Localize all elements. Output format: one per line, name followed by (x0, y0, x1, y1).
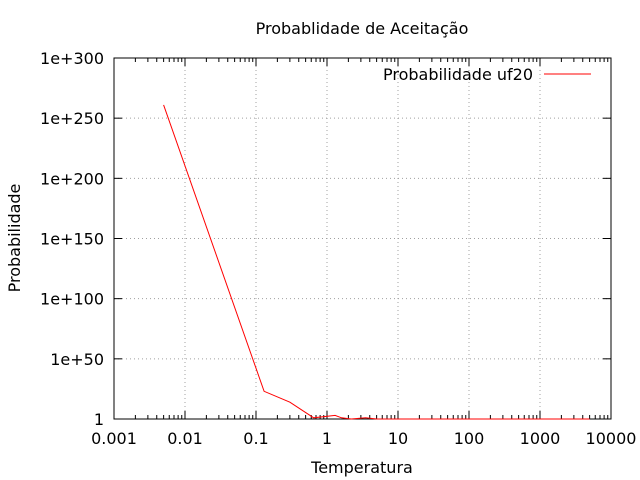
x-tick-label: 1000 (520, 429, 561, 448)
y-tick-label: 1e+250 (40, 109, 104, 128)
x-tick-label: 10000 (586, 429, 637, 448)
x-axis-label: Temperatura (310, 458, 413, 477)
axis-ticks (113, 57, 612, 420)
chart-title: Probablidade de Aceitação (256, 19, 469, 38)
series-line (163, 104, 590, 420)
legend-entry-label: Probabilidade uf20 (383, 65, 533, 84)
x-tick-label: 0.01 (167, 429, 203, 448)
x-tick-label: 1 (322, 429, 332, 448)
series-layer (163, 104, 590, 420)
x-tick-label: 0.1 (243, 429, 268, 448)
y-tick-label: 1e+50 (50, 350, 104, 369)
y-tick-labels: 1 1e+50 1e+100 1e+150 1e+200 1e+250 1e+300 (40, 49, 104, 429)
y-tick-label: 1e+100 (40, 290, 104, 309)
legend: Probabilidade uf20 (383, 65, 591, 84)
y-tick-label: 1e+300 (40, 49, 104, 68)
y-tick-label: 1 (94, 410, 104, 429)
x-tick-label: 0.001 (91, 429, 137, 448)
y-axis-label: Probabilidade (5, 184, 24, 293)
x-tick-label: 10 (388, 429, 408, 448)
x-tick-label: 100 (454, 429, 485, 448)
y-tick-label: 1e+150 (40, 230, 104, 249)
x-tick-labels: 0.001 0.01 0.1 1 10 100 1000 10000 (91, 429, 636, 448)
grid-lines (114, 58, 611, 419)
y-tick-label: 1e+200 (40, 169, 104, 188)
